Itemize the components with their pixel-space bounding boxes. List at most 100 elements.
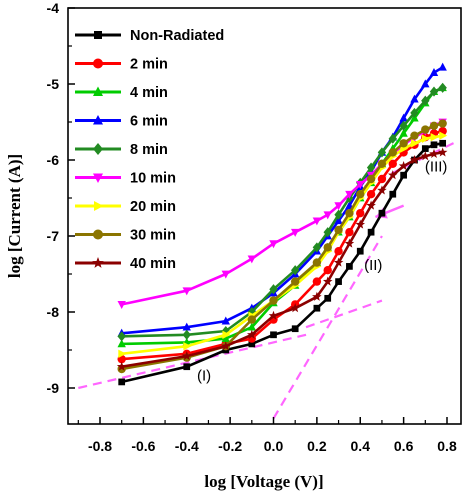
legend-marker — [93, 173, 103, 183]
x-tick-label: -0.8 — [88, 438, 112, 454]
data-point — [400, 171, 407, 179]
legend-item-9: 40 min — [75, 256, 176, 272]
data-point — [334, 247, 343, 256]
x-tick-label: -0.6 — [131, 438, 155, 454]
legend-item-4: 6 min — [75, 114, 168, 130]
x-tick-label: 0.4 — [351, 438, 371, 454]
data-point — [438, 62, 447, 71]
data-point — [429, 121, 439, 130]
x-tick-label: -0.2 — [218, 438, 242, 454]
data-point — [421, 145, 429, 152]
data-point — [290, 303, 300, 313]
data-point — [430, 141, 438, 149]
fit-line-3 — [305, 299, 383, 329]
data-point — [247, 322, 257, 331]
data-point — [333, 257, 344, 267]
data-point — [334, 225, 343, 235]
series-7 — [118, 131, 448, 358]
legend-marker — [93, 229, 103, 240]
data-point — [222, 330, 231, 339]
data-point — [438, 119, 447, 128]
data-point — [410, 107, 419, 118]
series-line — [121, 86, 444, 346]
legend-marker — [93, 58, 103, 69]
data-point — [117, 331, 126, 342]
data-point — [334, 209, 343, 220]
data-point — [182, 287, 191, 296]
data-point — [183, 342, 192, 351]
data-point — [410, 94, 419, 103]
data-point — [356, 180, 365, 189]
x-tick-label: 0.2 — [307, 438, 327, 454]
legend-item-5: 8 min — [75, 142, 168, 158]
data-point — [399, 139, 408, 148]
y-tick-label: -5 — [47, 76, 60, 92]
x-tick-label: 0.0 — [264, 438, 284, 454]
x-tick-label: -0.4 — [175, 438, 199, 454]
legend-marker — [93, 143, 103, 155]
legend-label: 4 min — [130, 85, 168, 101]
legend-label: 30 min — [130, 228, 176, 244]
y-tick-label: -7 — [47, 228, 60, 244]
data-point — [247, 315, 257, 324]
plot-frame — [67, 7, 462, 425]
x-tick-label: 0.8 — [437, 438, 457, 454]
y-tick-label: -8 — [47, 304, 60, 320]
data-point — [421, 95, 430, 106]
data-point — [335, 278, 342, 285]
data-point — [345, 228, 354, 237]
legend-label: 10 min — [130, 171, 176, 187]
data-series — [116, 62, 448, 386]
region-annotations: (I) (II) (III) — [197, 158, 447, 384]
data-point — [377, 185, 387, 195]
data-point — [247, 255, 257, 264]
data-point — [312, 291, 322, 301]
data-point — [268, 310, 279, 320]
data-point — [355, 219, 366, 229]
x-axis-title: log [Voltage (V)] — [204, 472, 323, 491]
data-point — [290, 228, 300, 237]
data-point — [377, 147, 387, 158]
data-point — [183, 363, 191, 371]
legend-item-6: 10 min — [75, 171, 176, 187]
data-point — [323, 266, 332, 275]
legend-marker — [93, 86, 103, 96]
data-point — [399, 128, 408, 137]
region-label-2: (II) — [364, 257, 382, 274]
legend-marker — [94, 31, 102, 39]
data-point — [366, 174, 376, 184]
legend-label: Non-Radiated — [130, 28, 224, 44]
data-point — [399, 120, 408, 131]
legend-label: 2 min — [130, 57, 168, 73]
data-point — [248, 340, 256, 348]
legend-marker — [94, 201, 104, 211]
data-point — [389, 190, 397, 198]
legend-item-2: 2 min — [75, 57, 168, 73]
data-point — [221, 270, 230, 279]
data-point — [116, 361, 127, 371]
data-point — [399, 113, 408, 122]
data-point — [313, 304, 321, 312]
data-point — [117, 339, 126, 348]
data-point — [439, 139, 447, 147]
data-point — [221, 316, 230, 325]
legend-item-7: 20 min — [75, 199, 176, 215]
data-point — [117, 301, 126, 310]
data-point — [398, 161, 409, 171]
series-8 — [117, 119, 447, 374]
legend-marker — [93, 115, 103, 125]
data-point — [247, 306, 257, 318]
data-point — [269, 284, 278, 295]
data-point — [430, 133, 439, 142]
data-point — [323, 227, 332, 238]
legend-label: 8 min — [130, 142, 168, 158]
data-point — [334, 216, 343, 225]
y-tick-label: -6 — [47, 152, 60, 168]
data-point — [429, 148, 439, 158]
data-point — [291, 325, 299, 333]
data-point — [312, 277, 322, 286]
y-tick-label: -4 — [47, 0, 60, 16]
data-point — [377, 159, 387, 168]
data-point — [429, 86, 439, 97]
